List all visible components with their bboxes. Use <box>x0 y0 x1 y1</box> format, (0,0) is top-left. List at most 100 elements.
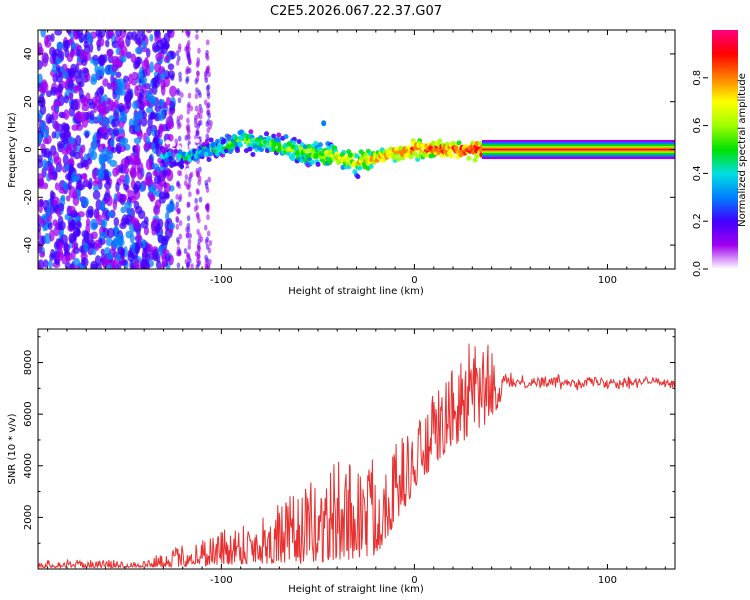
noise-blob <box>111 40 120 49</box>
noise-blob <box>82 173 88 180</box>
noise-blob <box>62 123 71 133</box>
noise-blob <box>107 30 115 38</box>
noise-blob <box>57 215 64 225</box>
noise-blob <box>183 247 188 254</box>
noise-blob <box>111 260 117 269</box>
noise-blob <box>178 170 183 177</box>
noise-blob <box>195 204 199 211</box>
noise-blob <box>141 32 146 43</box>
noise-blob <box>207 112 212 119</box>
noise-blob <box>103 132 109 140</box>
ridge-blob <box>398 145 404 151</box>
noise-blob <box>106 227 115 239</box>
noise-blob <box>189 171 194 178</box>
noise-blob <box>118 114 124 123</box>
noise-blob <box>157 234 164 243</box>
ridge-band <box>481 148 675 151</box>
noise-blob <box>207 71 211 78</box>
noise-blob <box>68 92 74 101</box>
noise-blob <box>178 76 183 83</box>
noise-blob <box>134 143 141 155</box>
noise-blob <box>137 71 144 80</box>
ridge-blob <box>177 149 183 155</box>
ridge-blob <box>472 157 478 163</box>
noise-blob <box>38 59 43 70</box>
spectrogram-ticks: -100 0 100 -40 -20 0 20 40 <box>23 30 675 286</box>
ridge-blob <box>456 140 462 146</box>
y-tick-label: 6000 <box>23 401 34 426</box>
noise-blob <box>158 138 164 145</box>
noise-blob <box>56 41 64 50</box>
ridge-blob <box>194 138 200 144</box>
ridge-blob <box>161 148 167 154</box>
noise-blob <box>195 264 200 269</box>
colorbar-tick-label: 0.4 <box>692 165 703 181</box>
noise-blob <box>56 207 62 218</box>
noise-blob <box>145 30 153 34</box>
noise-blob <box>75 123 84 131</box>
spectrogram-panel: -100 0 100 -40 -20 0 20 40 Height of straight l… <box>7 29 676 297</box>
noise-blob <box>110 81 118 92</box>
noise-blob <box>74 111 82 124</box>
noise-blob <box>177 208 181 215</box>
noise-blob <box>58 111 65 119</box>
noise-blob <box>80 144 86 154</box>
ridge-blob <box>276 132 282 138</box>
noise-blob <box>83 242 89 252</box>
noise-blob <box>208 240 213 247</box>
noise-blob <box>86 32 93 44</box>
snr-series-line <box>38 343 675 569</box>
noise-blob <box>205 39 210 46</box>
noise-blob <box>53 226 60 237</box>
noise-blob <box>85 92 91 103</box>
spectrogram-xlabel: Height of straight line (km) <box>288 286 424 297</box>
colorbar-label: Normalized spectral amplitude <box>737 73 748 227</box>
ridge-blob <box>296 139 302 145</box>
noise-blob <box>140 220 149 229</box>
noise-blob <box>101 143 106 150</box>
noise-blob <box>189 105 194 112</box>
noise-blob <box>54 121 60 132</box>
ridge-blob <box>286 140 292 146</box>
noise-blob <box>184 174 189 181</box>
noise-blob <box>198 196 203 203</box>
noise-blob <box>187 92 192 99</box>
noise-blob <box>94 65 99 74</box>
ridge-blob <box>347 152 353 158</box>
noise-blob <box>183 180 188 187</box>
noise-blob <box>38 46 44 55</box>
noise-blob <box>198 166 202 173</box>
noise-blob <box>165 116 174 128</box>
ridge-blob <box>165 139 171 145</box>
ridge-blob <box>303 148 309 154</box>
noise-blob <box>185 232 190 239</box>
noise-blob <box>133 200 140 210</box>
noise-blob <box>100 125 109 135</box>
noise-blob <box>175 59 180 66</box>
noise-blob <box>88 210 94 219</box>
noise-blob <box>198 103 202 110</box>
noise-blob <box>178 71 182 78</box>
noise-blob <box>125 34 131 47</box>
noise-blob <box>112 127 119 137</box>
noise-blob <box>90 77 98 85</box>
noise-blob <box>42 137 49 145</box>
ridge-blob <box>179 163 185 169</box>
noise-blob <box>38 241 42 251</box>
noise-blob <box>72 143 78 152</box>
ridge-blob <box>226 136 232 142</box>
noise-blob <box>137 36 143 48</box>
noise-blob <box>38 173 44 183</box>
noise-blob <box>160 84 166 96</box>
noise-blob <box>146 243 153 252</box>
ridge-blob <box>184 168 190 174</box>
noise-blob <box>120 259 128 266</box>
y-tick-label: 4000 <box>23 453 34 478</box>
noise-blob <box>124 174 130 186</box>
noise-blob <box>95 30 101 37</box>
noise-blob <box>145 107 154 114</box>
noise-blob <box>76 220 82 228</box>
noise-blob <box>63 109 70 120</box>
noise-blob <box>53 156 62 165</box>
noise-blob <box>162 169 168 177</box>
